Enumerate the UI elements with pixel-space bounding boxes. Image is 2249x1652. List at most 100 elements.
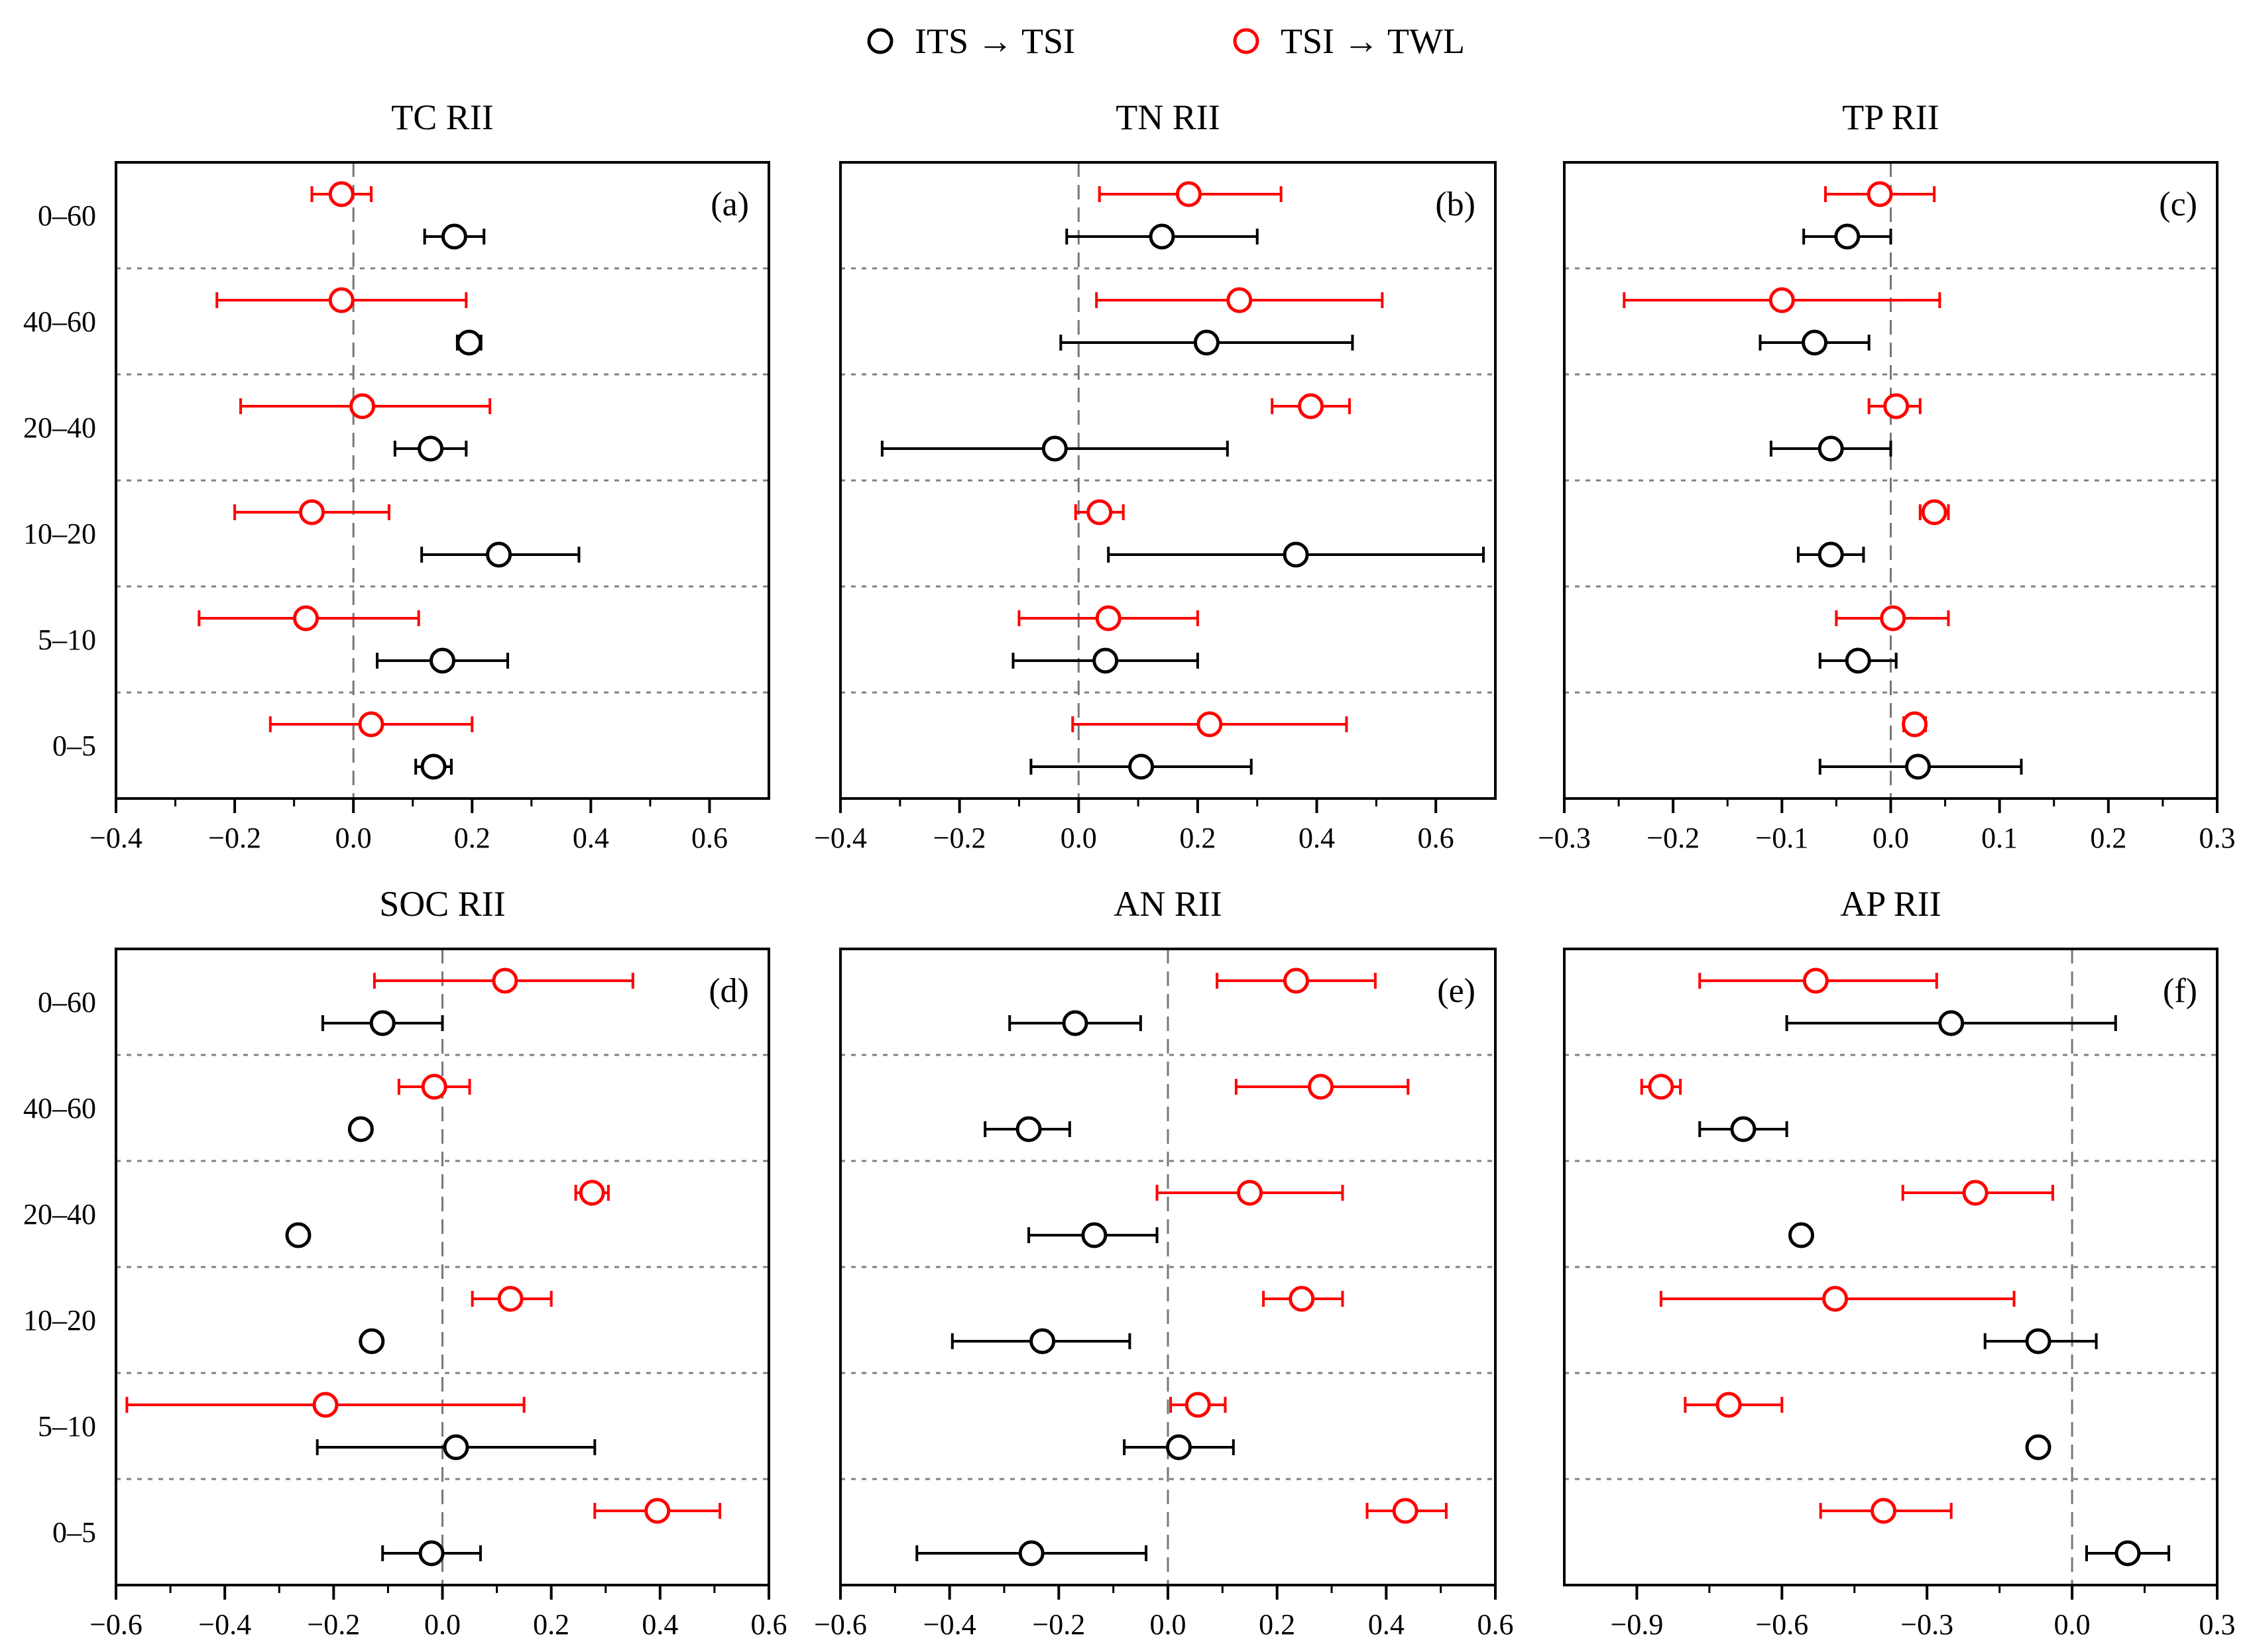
legend-its-tsi-label: ITS → TSI <box>915 21 1075 61</box>
y-category-label: 5–10 <box>38 624 96 656</box>
legend: ITS → TSI TSI → TWL <box>867 21 1465 61</box>
x-tick-label: −0.4 <box>923 1608 976 1641</box>
x-tick-label: −0.2 <box>208 822 261 854</box>
panel-3: TP RII −0.3 −0.2 −0.1 0.0 0.1 0.2 0.3 (c) <box>1538 97 2235 854</box>
point-its-tsi <box>1730 1116 1757 1142</box>
panel-title: TN RII <box>1116 97 1220 137</box>
panel-label: (f) <box>2163 972 2197 1010</box>
y-category-label: 0–60 <box>38 986 96 1019</box>
x-tick-label: −0.9 <box>1611 1608 1664 1641</box>
panel-5: AN RII −0.6 −0.4 −0.2 0.0 0.2 0.4 0.6 (e) <box>814 884 1513 1641</box>
point-its-tsi <box>456 329 483 356</box>
y-category-label: 40–60 <box>23 1092 96 1125</box>
panel-6: AP RII −0.9 −0.6 −0.3 0.0 0.3 (f) <box>1563 884 2236 1641</box>
point-its-tsi <box>1834 223 1861 250</box>
x-tick-label: −0.4 <box>198 1608 251 1641</box>
x-tick-label: 0.0 <box>1150 1608 1186 1641</box>
x-tick-label: −0.6 <box>1755 1608 1808 1641</box>
x-tick-label: −0.4 <box>89 822 143 854</box>
x-tick-label: 0.2 <box>533 1608 569 1641</box>
panel-label: (d) <box>709 972 749 1010</box>
point-tsi-twl <box>1880 605 1906 632</box>
point-tsi-twl <box>1289 1286 1315 1312</box>
x-tick-label: 0.3 <box>2199 822 2236 854</box>
x-tick-label: −0.2 <box>1032 1608 1085 1641</box>
legend-tsi-twl-marker <box>1233 28 1259 54</box>
point-its-tsi <box>1041 435 1068 462</box>
point-its-tsi <box>418 1540 445 1567</box>
point-tsi-twl <box>1648 1074 1674 1100</box>
point-its-tsi <box>1092 647 1119 674</box>
x-tick-label: 0.0 <box>1873 822 1909 854</box>
x-tick-label: −0.2 <box>933 822 986 854</box>
point-its-tsi <box>441 223 467 250</box>
point-its-tsi <box>420 753 447 780</box>
point-tsi-twl <box>1883 393 1910 419</box>
point-its-tsi <box>2025 1328 2051 1354</box>
point-its-tsi <box>2025 1434 2051 1460</box>
point-its-tsi <box>1029 1328 1056 1354</box>
point-tsi-twl <box>1226 287 1253 313</box>
panel-label: (a) <box>711 186 749 223</box>
y-category-label: 0–5 <box>52 730 96 762</box>
point-tsi-twl <box>1196 711 1223 738</box>
point-tsi-twl <box>1308 1074 1334 1100</box>
point-its-tsi <box>1149 223 1175 250</box>
point-tsi-twl <box>579 1180 605 1206</box>
y-category-label: 0–60 <box>38 199 96 232</box>
x-tick-label: 0.4 <box>573 822 609 854</box>
y-category-label: 0–5 <box>52 1516 96 1549</box>
point-tsi-twl <box>644 1498 671 1524</box>
x-tick-label: 0.2 <box>454 822 490 854</box>
x-tick-label: 0.6 <box>691 822 728 854</box>
point-tsi-twl <box>1768 287 1795 313</box>
point-its-tsi <box>2114 1540 2141 1567</box>
point-tsi-twl <box>1715 1392 1742 1418</box>
point-tsi-twl <box>1095 605 1122 632</box>
panel-title: SOC RII <box>379 884 506 924</box>
point-its-tsi <box>1283 541 1309 568</box>
x-tick-label: 0.2 <box>2090 822 2126 854</box>
x-tick-label: 0.2 <box>1259 1608 1295 1641</box>
point-tsi-twl <box>1392 1498 1418 1524</box>
y-category-label: 20–40 <box>23 412 96 444</box>
panel-label: (c) <box>2159 186 2197 223</box>
point-its-tsi <box>430 647 455 674</box>
x-tick-label: −0.6 <box>814 1608 867 1641</box>
point-its-tsi <box>1128 753 1155 780</box>
x-tick-label: −0.6 <box>89 1608 143 1641</box>
point-tsi-twl <box>358 711 384 738</box>
point-its-tsi <box>1938 1010 1965 1036</box>
legend-tsi-twl-label: TSI → TWL <box>1281 21 1465 61</box>
point-tsi-twl <box>1871 1498 1897 1524</box>
point-tsi-twl <box>293 605 319 632</box>
point-its-tsi <box>1062 1010 1088 1036</box>
point-tsi-twl <box>1921 499 1947 525</box>
point-its-tsi <box>1788 1222 1815 1248</box>
y-category-label: 40–60 <box>23 305 96 338</box>
point-tsi-twl <box>1802 967 1829 994</box>
x-tick-label: −0.1 <box>1755 822 1808 854</box>
panel-label: (e) <box>1437 972 1475 1010</box>
x-tick-label: 0.4 <box>642 1608 678 1641</box>
point-its-tsi <box>1081 1222 1108 1248</box>
point-tsi-twl <box>1298 393 1324 419</box>
point-tsi-twl <box>1086 499 1113 525</box>
legend-its-tsi-marker <box>867 28 894 54</box>
point-its-tsi <box>359 1328 385 1354</box>
panel-2: TN RII −0.4 −0.2 0.0 0.2 0.4 0.6 (b) <box>814 97 1497 854</box>
point-its-tsi <box>486 541 512 568</box>
point-its-tsi <box>1817 541 1844 568</box>
point-its-tsi <box>1165 1434 1192 1460</box>
point-tsi-twl <box>1822 1286 1849 1312</box>
x-tick-label: 0.0 <box>2054 1608 2091 1641</box>
point-tsi-twl <box>1283 967 1309 994</box>
panel-title: TC RII <box>391 97 494 137</box>
x-tick-label: 0.6 <box>1477 1608 1514 1641</box>
point-tsi-twl <box>349 393 376 419</box>
point-tsi-twl <box>328 287 355 313</box>
point-its-tsi <box>1802 329 1828 356</box>
x-tick-label: 0.4 <box>1368 1608 1405 1641</box>
x-tick-label: 0.3 <box>2199 1608 2236 1641</box>
